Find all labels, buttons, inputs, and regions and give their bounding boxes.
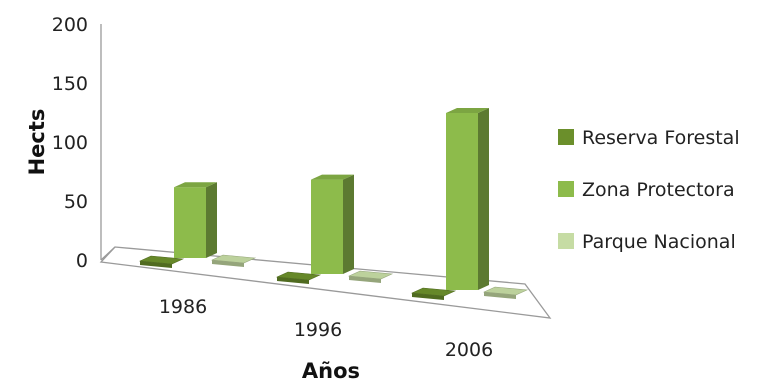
bar xyxy=(410,287,457,300)
legend-swatch xyxy=(558,233,574,249)
bar xyxy=(347,270,394,283)
x-tick-label: 1986 xyxy=(159,296,207,318)
bar-top xyxy=(174,182,217,188)
bar-front xyxy=(349,276,381,283)
bar-front xyxy=(174,187,206,258)
chart-bars xyxy=(138,108,529,300)
bar-top xyxy=(311,174,354,180)
chart-floor xyxy=(99,246,552,319)
bar xyxy=(446,108,489,290)
bar-side xyxy=(478,108,489,290)
legend-swatch xyxy=(558,129,574,145)
bar-front xyxy=(484,292,516,299)
x-tick-labels: 1986 1996 2006 xyxy=(159,296,493,361)
bar-top xyxy=(347,270,394,280)
chart-axes xyxy=(100,24,116,261)
x-tick-label: 1996 xyxy=(294,319,342,341)
bar-front xyxy=(311,179,343,274)
bar-front xyxy=(140,261,172,268)
bar xyxy=(275,271,322,284)
y-tick-labels: 0 50 100 150 200 xyxy=(52,14,88,272)
legend-label: Parque Nacional xyxy=(582,231,736,253)
x-tick-label: 2006 xyxy=(445,339,493,361)
y-tick-label: 200 xyxy=(52,14,88,36)
y-axis-title: Hects xyxy=(25,109,49,176)
bar-side xyxy=(206,182,217,258)
legend-label: Zona Protectora xyxy=(582,179,735,201)
bar-front xyxy=(412,293,444,300)
bar-top xyxy=(275,271,322,281)
bar-top xyxy=(410,287,457,297)
bar-front xyxy=(212,260,244,267)
y-tick-label: 100 xyxy=(52,132,88,154)
bar-top xyxy=(482,286,529,296)
bar-front xyxy=(446,113,478,290)
bar xyxy=(482,286,529,299)
x-axis-title: Años xyxy=(302,359,360,383)
bar xyxy=(138,255,185,268)
bar xyxy=(174,182,217,258)
bar-side xyxy=(343,174,354,274)
bar xyxy=(210,254,257,267)
y-tick-label: 0 xyxy=(76,250,88,272)
bar-top xyxy=(446,108,489,113)
y-tick-label: 150 xyxy=(52,73,88,95)
legend: Reserva Forestal Zona Protectora Parque Na… xyxy=(558,127,740,253)
bar xyxy=(311,174,354,274)
floor-plane xyxy=(99,246,552,319)
bar-front xyxy=(277,277,309,284)
y-tick-label: 50 xyxy=(64,191,88,213)
legend-label: Reserva Forestal xyxy=(582,127,740,149)
legend-swatch xyxy=(558,181,574,197)
